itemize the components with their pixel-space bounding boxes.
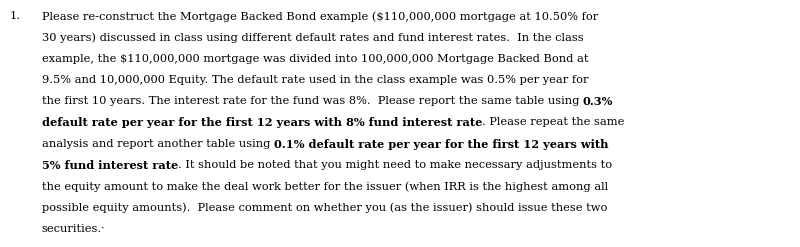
Text: the equity amount to make the deal work better for the issuer (when IRR is the h: the equity amount to make the deal work …: [42, 181, 608, 192]
Text: 0.3%: 0.3%: [582, 96, 613, 107]
Text: default rate per year for the first 12 years with 8% fund interest rate: default rate per year for the first 12 y…: [42, 117, 482, 128]
Text: 0.1% default rate per year for the first 12 years with: 0.1% default rate per year for the first…: [274, 139, 608, 150]
Text: . Please repeat the same: . Please repeat the same: [482, 117, 624, 127]
Text: 9.5% and 10,000,000 Equity. The default rate used in the class example was 0.5% : 9.5% and 10,000,000 Equity. The default …: [42, 75, 588, 85]
Text: 1.: 1.: [10, 11, 21, 21]
Text: Please re-construct the Mortgage Backed Bond example ($110,000,000 mortgage at 1: Please re-construct the Mortgage Backed …: [42, 11, 598, 22]
Text: the first 10 years. The interest rate for the fund was 8%.  Please report the sa: the first 10 years. The interest rate fo…: [42, 96, 582, 106]
Text: possible equity amounts).  Please comment on whether you (as the issuer) should : possible equity amounts). Please comment…: [42, 202, 607, 213]
Text: example, the $110,000,000 mortgage was divided into 100,000,000 Mortgage Backed : example, the $110,000,000 mortgage was d…: [42, 54, 588, 63]
Text: analysis and report another table using: analysis and report another table using: [42, 139, 274, 148]
Text: 30 years) discussed in class using different default rates and fund interest rat: 30 years) discussed in class using diffe…: [42, 32, 583, 43]
Text: securities.·: securities.·: [42, 224, 106, 233]
Text: . It should be noted that you might need to make necessary adjustments to: . It should be noted that you might need…: [178, 160, 612, 170]
Text: 5% fund interest rate: 5% fund interest rate: [42, 160, 178, 171]
